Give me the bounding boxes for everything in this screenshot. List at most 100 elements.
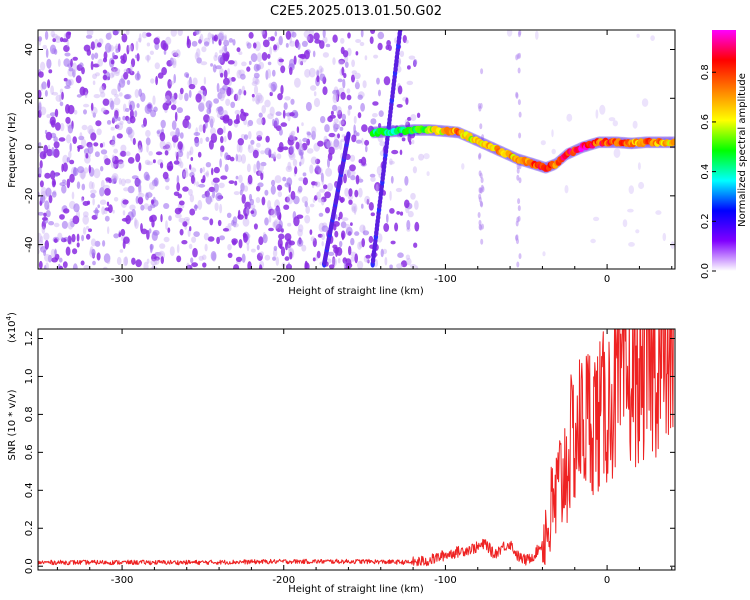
spectrogram-noise-blob (46, 58, 52, 69)
spectrogram-noise-blob (386, 213, 389, 223)
spectrogram-noise-blob (100, 149, 108, 155)
spectrogram-noise-blob (361, 238, 366, 248)
spectrogram-noise-blob (221, 45, 228, 53)
spectrogram-noise-blob (190, 257, 194, 264)
spectrogram-noise-blob (114, 93, 119, 98)
spectrogram-noise-blob (327, 251, 335, 256)
spectrogram-noise-blob (372, 101, 379, 106)
spectrogram-noise-blob (410, 114, 417, 121)
spectrogram-noise-blob (404, 199, 410, 209)
spectrogram-noise-blob (145, 192, 150, 201)
spectrogram-noise-blob (265, 70, 269, 80)
snr-x-label: Height of straight line (km) (288, 584, 424, 595)
spectrogram-noise-blob (176, 244, 180, 254)
spectrogram-noise-blob (300, 61, 304, 66)
spectrogram-noise-blob (364, 55, 368, 61)
spectrogram-noise-blob (287, 262, 291, 269)
spectrogram-noise-blob (295, 141, 300, 150)
spectrogram-noise-blob (112, 116, 119, 122)
spectrogram-noise-blob (72, 263, 78, 269)
spectrogram-noise-blob (62, 179, 67, 184)
spectrogram-noise-blob (343, 223, 351, 229)
spectrogram-noise-blob (52, 38, 56, 43)
spectrogram-noise-blob (332, 256, 336, 267)
spectrogram-noise-blob (260, 161, 267, 167)
snr-y-label: SNR (10 * v/v) (7, 389, 18, 460)
spectrogram-noise-blob (325, 43, 331, 48)
spectrogram-noise-blob (349, 154, 356, 162)
spectrogram-noise-blob (38, 109, 42, 118)
spectrogram-noise-blob (310, 156, 318, 165)
spectrogram-noise-blob (343, 72, 347, 79)
spectrogram-noise-blob (192, 77, 198, 86)
spectrogram-noise-blob (39, 142, 42, 150)
spectrogram-noise-blob (102, 240, 106, 247)
spectrogram-noise-blob (230, 77, 236, 82)
spectrogram-noise-blob (296, 214, 304, 219)
spectrogram-noise-blob (54, 173, 59, 177)
spectrogram-noise-blob (38, 260, 43, 269)
spectrogram-noise-blob (162, 102, 169, 111)
spectrogram-noise-blob (280, 84, 284, 95)
spectrogram-noise-blob (203, 232, 209, 241)
spectrogram-noise-blob (90, 193, 96, 199)
spectrogram-noise-blob (184, 115, 191, 121)
spectrogram-noise-blob (61, 237, 65, 242)
spectrogram-vertical-streak-blob (477, 212, 481, 218)
spectrogram-noise-blob (163, 203, 170, 209)
spectrogram-noise-blob (289, 67, 293, 75)
spectrogram-noise-blob (149, 182, 155, 190)
spectrogram-noise-blob (171, 120, 177, 130)
spectrogram-noise-blob (44, 253, 51, 262)
spectrogram-noise-blob (595, 109, 599, 119)
spectrogram-noise-blob (287, 222, 292, 227)
spectrogram-noise-blob (285, 30, 292, 40)
spectrogram-noise-blob (228, 38, 234, 43)
spectrogram-noise-blob (540, 140, 546, 146)
spectrogram-noise-blob (402, 35, 407, 43)
spectrogram-noise-blob (125, 108, 130, 112)
spectrogram-noise-blob (315, 164, 321, 172)
spectrogram-noise-blob (100, 107, 106, 113)
spectrogram-noise-blob (354, 81, 360, 90)
spectrogram-noise-blob (129, 70, 135, 76)
spectrogram-noise-blob (73, 203, 80, 213)
spectrogram-noise-blob (99, 143, 104, 148)
spectrogram-noise-blob (220, 145, 225, 153)
spectrogram-noise-blob (324, 191, 331, 199)
spectrogram-noise-blob (122, 199, 129, 205)
spectrogram-noise-blob (53, 148, 60, 158)
spectrogram-noise-blob (85, 153, 89, 159)
spectrogram-noise-blob (313, 32, 320, 41)
spectrogram-noise-blob (91, 248, 96, 257)
spectrogram-noise-blob (120, 178, 126, 187)
spectrogram-noise-blob (134, 73, 141, 81)
spectrogram-noise-blob (214, 52, 218, 58)
spectrogram-noise-blob (318, 212, 324, 217)
spectrogram-noise-blob (414, 200, 419, 210)
spectrogram-y-tick-label: 20 (24, 92, 35, 105)
colorbar-tick-label: 0.4 (700, 164, 711, 180)
spectrogram-noise-blob (203, 114, 210, 123)
spectrogram-noise-blob (138, 33, 142, 43)
spectrogram-noise-blob (378, 110, 384, 117)
spectrogram-noise-blob (257, 182, 264, 188)
spectrogram-noise-blob (227, 252, 233, 258)
spectrogram-noise-blob (278, 35, 283, 46)
spectrogram-noise-blob (207, 32, 212, 40)
spectrogram-noise-blob (267, 37, 271, 41)
spectrogram-noise-blob (256, 142, 261, 148)
spectrogram-noise-blob (61, 91, 64, 100)
spectrogram-noise-blob (96, 128, 102, 136)
spectrogram-noise-blob (50, 170, 56, 180)
spectrogram-noise-blob (348, 188, 353, 197)
spectrogram-noise-blob (383, 223, 390, 232)
spectrogram-noise-blob (82, 227, 87, 235)
spectrogram-noise-blob (247, 122, 250, 128)
spectrogram-noise-blob (332, 57, 336, 65)
spectrogram-noise-blob (315, 158, 321, 165)
spectrogram-noise-blob (76, 233, 80, 242)
spectrogram-noise-blob (62, 154, 69, 165)
spectrogram-vertical-streak-blob (516, 167, 520, 174)
